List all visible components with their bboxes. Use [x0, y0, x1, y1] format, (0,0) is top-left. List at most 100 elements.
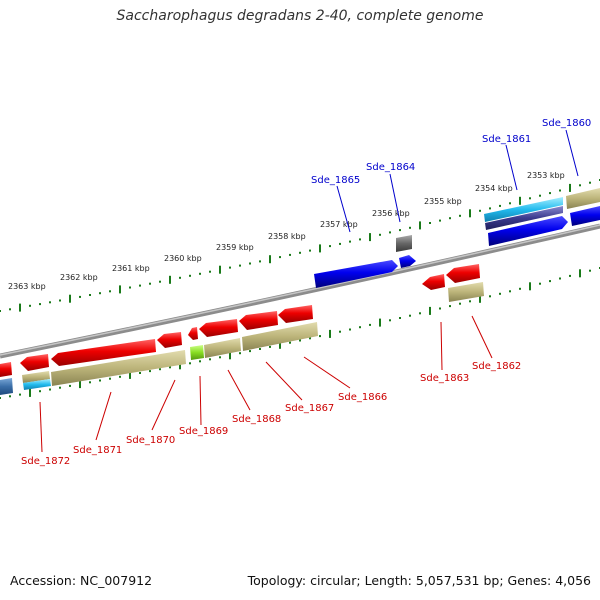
gene-arrow-sde-1865[interactable]: [314, 260, 398, 288]
gene-label-sde-1860[interactable]: Sde_1860: [542, 118, 591, 129]
gene-block-steel-edge[interactable]: [0, 378, 13, 395]
gene-arrow-sde-1871[interactable]: [51, 339, 156, 366]
gene-block-navy[interactable]: [485, 206, 563, 230]
scale-major-tick: [269, 255, 271, 264]
scale-minor-tick: [369, 323, 371, 326]
gene-label-sde-1865[interactable]: Sde_1865: [311, 175, 360, 186]
scale-major-tick: [29, 388, 31, 397]
scale-minor-tick: [0, 310, 1, 312]
gene-label-sde-1863[interactable]: Sde_1863: [420, 373, 469, 384]
gene-block-cyan-1872[interactable]: [23, 379, 51, 390]
scale-minor-tick: [309, 249, 311, 252]
kbp-label: 2355 kbp: [424, 197, 462, 206]
gene-arrow-sde-1866[interactable]: [278, 305, 313, 323]
scale-minor-tick: [319, 335, 321, 338]
gene-arrow-edge[interactable]: [0, 362, 12, 377]
gene-label-sde-1864[interactable]: Sde_1864: [366, 162, 415, 173]
scale-minor-tick: [159, 368, 161, 371]
gene-arrow-sde-1863[interactable]: [422, 274, 445, 290]
kbp-label: 2359 kbp: [216, 243, 254, 252]
kbp-label: 2354 kbp: [475, 184, 513, 193]
gene-block-cyan[interactable]: [484, 197, 563, 222]
scale-minor-tick: [579, 184, 581, 187]
scale-minor-tick: [69, 384, 71, 387]
gene-arrow-sde-1869[interactable]: [188, 327, 198, 340]
genome-backbone-highlight: [0, 224, 600, 356]
gene-block-khaki-1862[interactable]: [448, 282, 484, 302]
leader-line: [227, 369, 251, 411]
scale-minor-tick: [259, 260, 261, 263]
scale-major-tick: [429, 306, 431, 315]
scale-minor-tick: [429, 222, 431, 224]
scale-minor-tick: [449, 217, 451, 220]
gene-label-sde-1869[interactable]: Sde_1869: [179, 426, 228, 437]
scale-minor-tick: [89, 381, 91, 384]
gene-block-khaki-1871[interactable]: [51, 350, 186, 386]
scale-major-tick: [579, 269, 581, 278]
gene-arrow-sde-1861[interactable]: [488, 216, 568, 246]
gene-arrow-sde-1864[interactable]: [399, 255, 416, 268]
scale-minor-tick: [9, 308, 11, 311]
scale-minor-tick: [329, 245, 331, 248]
scale-minor-tick: [49, 388, 51, 391]
gene-label-sde-1868[interactable]: Sde_1868: [232, 414, 281, 425]
scale-minor-tick: [179, 276, 181, 279]
scale-major-tick: [229, 351, 231, 360]
gene-arrow-sde-1872[interactable]: [20, 354, 49, 371]
gene-label-sde-1867[interactable]: Sde_1867: [285, 403, 334, 414]
gene-label-sde-1871[interactable]: Sde_1871: [73, 445, 122, 456]
gene-arrow-sde-1862[interactable]: [446, 264, 480, 283]
scale-minor-tick: [149, 370, 151, 373]
kbp-label: 2362 kbp: [60, 273, 98, 282]
leader-line: [389, 173, 401, 223]
gene-arrow-sde-1868[interactable]: [199, 319, 238, 337]
gene-block-khaki-1872[interactable]: [22, 371, 50, 383]
scale-minor-tick: [249, 350, 251, 353]
scale-minor-tick: [249, 262, 251, 265]
gene-label-sde-1866[interactable]: Sde_1866: [338, 392, 387, 403]
scale-minor-tick: [309, 337, 311, 340]
gene-block-khaki[interactable]: [566, 188, 600, 209]
scale-minor-tick: [199, 360, 201, 363]
scale-major-tick: [419, 221, 421, 230]
kbp-label: 2357 kbp: [320, 220, 358, 229]
scale-minor-tick: [169, 366, 171, 369]
scale-major-tick: [379, 318, 381, 327]
leader-line: [303, 356, 351, 389]
scale-major-tick: [19, 303, 21, 312]
gene-block-khaki-1868[interactable]: [204, 338, 241, 358]
scale-minor-tick: [29, 304, 31, 307]
scale-major-tick: [279, 340, 281, 349]
scale-minor-tick: [589, 269, 591, 272]
scale-minor-tick: [349, 328, 351, 331]
gene-label-sde-1870[interactable]: Sde_1870: [126, 435, 175, 446]
kbp-label: 2356 kbp: [372, 209, 410, 218]
accession-text: Accession: NC_007912: [10, 573, 153, 588]
gene-label-sde-1872[interactable]: Sde_1872: [21, 456, 70, 467]
scale-minor-tick: [529, 197, 531, 200]
gene-arrow-sde-1867[interactable]: [239, 311, 278, 330]
scale-minor-tick: [219, 356, 221, 359]
scale-minor-tick: [299, 339, 301, 342]
scale-minor-tick: [439, 307, 441, 310]
gene-label-sde-1861[interactable]: Sde_1861: [482, 134, 531, 145]
scale-minor-tick: [549, 192, 551, 195]
forward-genes: [314, 188, 600, 288]
scale-minor-tick: [339, 330, 341, 333]
scale-minor-tick: [289, 341, 291, 344]
gene-block-khaki-1866[interactable]: [242, 322, 318, 351]
gene-label-sde-1862[interactable]: Sde_1862: [472, 361, 521, 372]
scale-minor-tick: [59, 386, 61, 389]
gene-block-gray[interactable]: [396, 235, 412, 252]
scale-minor-tick: [79, 295, 81, 298]
scale-minor-tick: [39, 390, 41, 393]
scale-minor-tick: [399, 317, 401, 319]
gene-arrow-sde-1870[interactable]: [157, 332, 182, 348]
scale-minor-tick: [469, 300, 471, 303]
gene-arrow-sde-1860[interactable]: [570, 206, 600, 226]
scale-minor-tick: [349, 240, 351, 243]
genome-backbone: [0, 223, 600, 359]
gene-block-lime-1869[interactable]: [190, 345, 204, 360]
scale-major-tick: [369, 233, 371, 242]
